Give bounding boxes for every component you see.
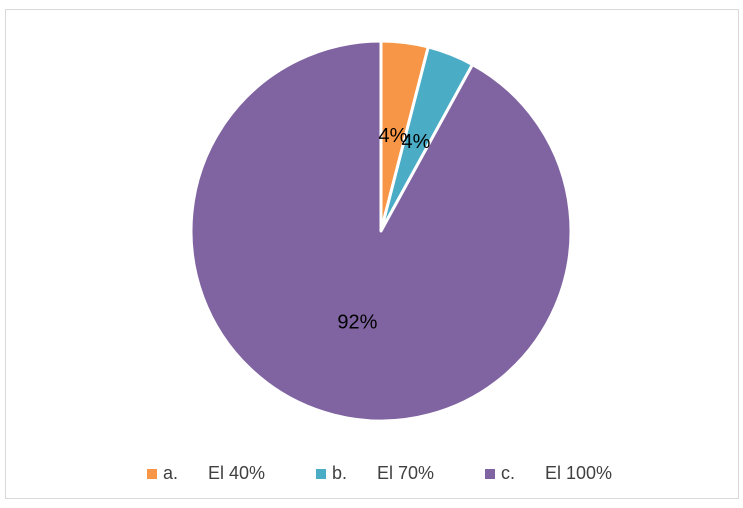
legend-label: b. El 70% xyxy=(332,463,434,483)
legend-swatch xyxy=(147,469,157,479)
pie-slice xyxy=(189,39,573,423)
legend-swatch xyxy=(485,469,495,479)
legend-label: a. El 40% xyxy=(163,463,265,483)
data-label: 4% xyxy=(402,131,431,153)
legend-swatch xyxy=(316,469,326,479)
data-label: 4% xyxy=(378,125,407,147)
data-label: 92% xyxy=(337,311,377,333)
legend-label: c. El 100% xyxy=(501,463,612,483)
